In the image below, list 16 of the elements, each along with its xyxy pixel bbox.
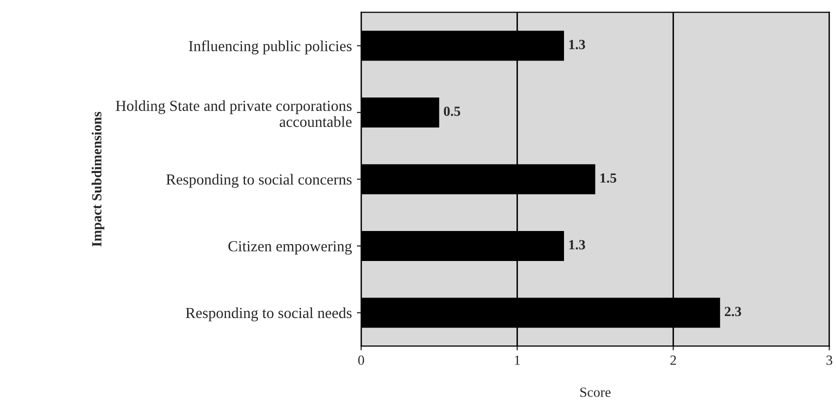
- x-tick-label: 0: [358, 356, 364, 365]
- x-tick-label: 1: [514, 356, 520, 365]
- y-tick-label: Holding State and private corporations accountable: [116, 100, 352, 127]
- y-tick-label: Responding to social concerns: [166, 174, 352, 188]
- y-tick-label: Influencing public policies: [188, 40, 352, 54]
- data-label: 1.5: [600, 173, 616, 183]
- x-tick-label: 2: [670, 356, 676, 365]
- data-label: 0.5: [444, 106, 460, 116]
- data-label: 1.3: [569, 240, 586, 250]
- data-label: 1.3: [569, 40, 586, 50]
- x-axis-title: Score: [580, 388, 611, 397]
- data-label: 2.3: [724, 306, 742, 316]
- y-tick-label: Responding to social needs: [186, 307, 352, 322]
- y-axis-title: Impact Subdimensions: [92, 112, 104, 246]
- y-tick-label: Citizen empowering: [228, 241, 352, 255]
- x-tick-label: 3: [826, 356, 832, 365]
